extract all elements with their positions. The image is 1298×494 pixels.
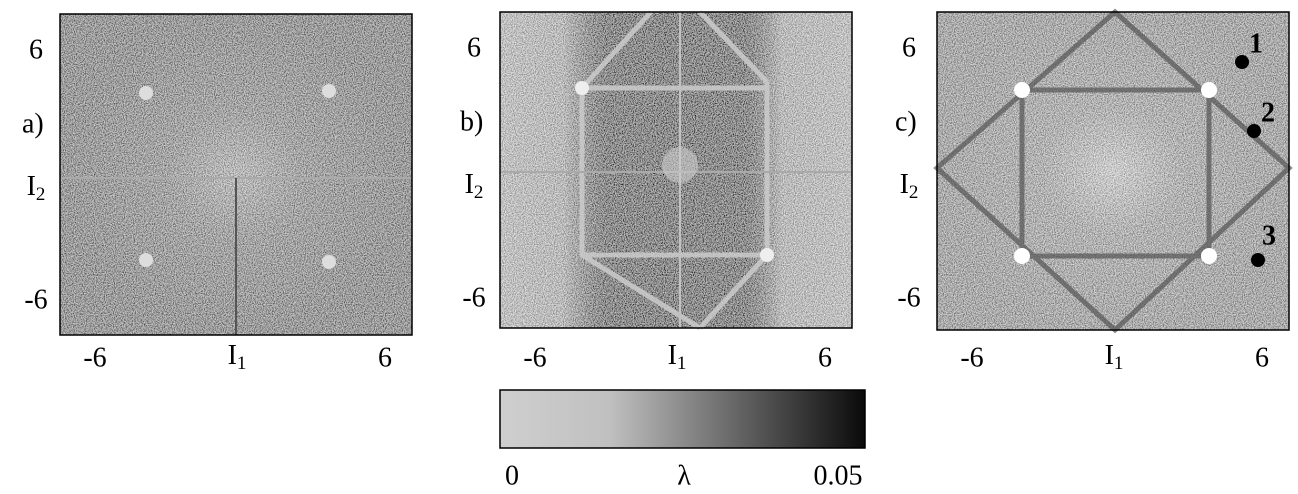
panel-b-image xyxy=(499,10,853,331)
colorbar-min: 0 xyxy=(505,460,519,491)
y-axis-label: I2 xyxy=(900,169,919,203)
y-tick-label: -6 xyxy=(897,282,920,313)
y-axis-label-base: I xyxy=(465,169,474,200)
x-axis-label-sub: 1 xyxy=(237,353,247,374)
y-axis-label-base: I xyxy=(900,169,909,200)
y-axis-label-sub: 2 xyxy=(474,182,484,203)
y-axis-label-base: I xyxy=(27,171,36,202)
x-tick-label: -6 xyxy=(83,342,106,373)
x-axis-label-base: I xyxy=(668,340,677,371)
point-label: 2 xyxy=(1261,97,1275,128)
x-axis-label: I1 xyxy=(668,340,687,374)
y-tick-label: 6 xyxy=(29,34,43,65)
x-axis-label: I1 xyxy=(1105,340,1124,374)
y-tick-label: -6 xyxy=(24,284,47,315)
y-axis-label-sub: 2 xyxy=(909,182,919,203)
x-tick-label: -6 xyxy=(523,342,546,373)
point-label: 1 xyxy=(1249,28,1263,59)
x-axis-label-base: I xyxy=(228,340,237,371)
point-label: 3 xyxy=(1262,220,1276,251)
x-axis-label: I1 xyxy=(228,340,247,374)
panel-a-image xyxy=(59,13,413,336)
x-tick-label: -6 xyxy=(960,342,983,373)
x-axis-label-sub: 1 xyxy=(677,353,687,374)
y-axis-label: I2 xyxy=(465,169,484,203)
colorbar-label: λ xyxy=(677,460,691,491)
x-tick-label: 6 xyxy=(1255,342,1269,373)
colorbar xyxy=(499,389,866,449)
panel-label: a) xyxy=(22,108,44,139)
panel-label: c) xyxy=(895,106,917,137)
y-tick-label: -6 xyxy=(462,282,485,313)
colorbar-max: 0.05 xyxy=(814,460,863,491)
y-axis-label: I2 xyxy=(27,171,46,205)
y-axis-label-sub: 2 xyxy=(36,184,46,205)
panel-label: b) xyxy=(460,106,483,137)
x-axis-label-sub: 1 xyxy=(1114,353,1124,374)
x-axis-label-base: I xyxy=(1105,340,1114,371)
y-tick-label: 6 xyxy=(902,32,916,63)
panel-c-image xyxy=(933,8,1293,334)
x-tick-label: 6 xyxy=(818,342,832,373)
x-tick-label: 6 xyxy=(378,342,392,373)
y-tick-label: 6 xyxy=(467,32,481,63)
